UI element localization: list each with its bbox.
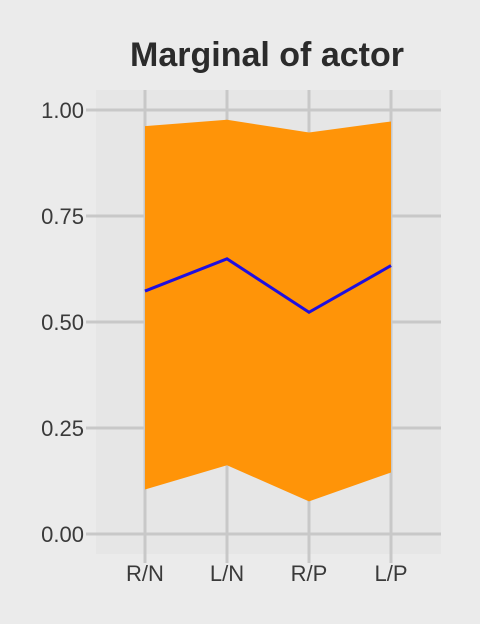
y-tick-label-1: 0.25: [41, 416, 84, 441]
chart-title: Marginal of actor: [130, 36, 404, 74]
x-tick-label-r-n: R/N: [126, 561, 164, 586]
mean-line: [144, 257, 392, 315]
mean-line-path: [144, 257, 392, 315]
y-tick-label-4: 1.00: [41, 98, 84, 123]
interval-band: [145, 119, 391, 502]
x-tick-label-r-p: R/P: [291, 561, 328, 586]
y-tick-label-3: 0.75: [41, 204, 84, 229]
band-area: [145, 119, 391, 502]
y-tick-label-2: 0.50: [41, 310, 84, 335]
x-tick-label-l-n: L/N: [210, 561, 244, 586]
axes: 0.00 0.25 0.50 0.75 1.00 R/N L/N R/P L/P: [41, 98, 407, 586]
y-tick-label-0: 0.00: [41, 522, 84, 547]
x-tick-label-l-p: L/P: [374, 561, 407, 586]
